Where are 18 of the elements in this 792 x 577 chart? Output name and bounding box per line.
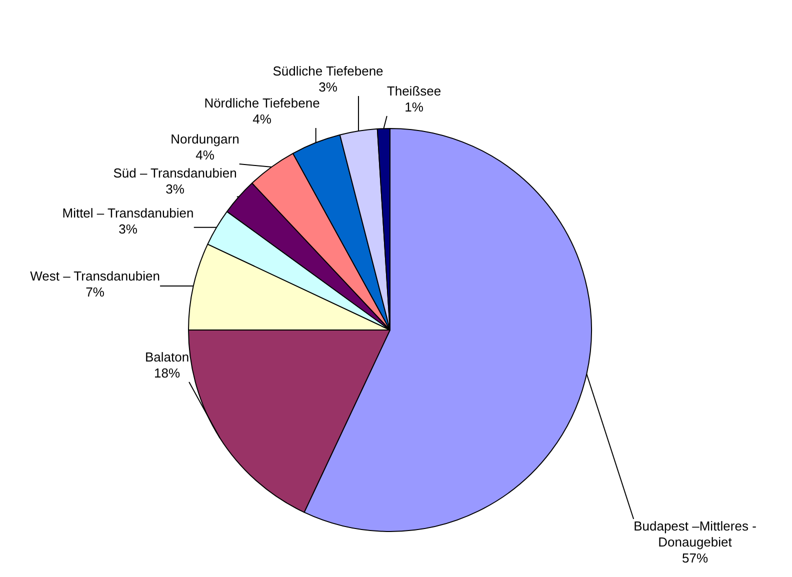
data-label: 3% (318, 80, 338, 95)
slice-label: West – Transdanubien (30, 268, 160, 284)
data-label: 1% (404, 100, 424, 115)
data-label: 18% (154, 366, 180, 381)
slice-label: Balaton (144, 350, 190, 365)
slice-label: Südliche Tiefebene (272, 64, 384, 79)
slice-label: Budapest –Mittleres - Donaugebiet (634, 518, 756, 550)
data-label: 3% (166, 182, 185, 197)
slice-label: Nordungarn (170, 132, 240, 147)
slice-label: Theißsee (386, 84, 442, 99)
data-label: 4% (252, 112, 272, 127)
data-label: 3% (118, 222, 138, 237)
slice-label: Süd – Transdanubien (113, 166, 237, 181)
data-label: 7% (86, 284, 105, 300)
slice-label: Nördliche Tiefebene (204, 96, 320, 111)
data-label: 4% (196, 148, 215, 163)
slice-label: Mittel – Transdanubien (62, 206, 194, 221)
data-label: 57% (682, 550, 708, 566)
